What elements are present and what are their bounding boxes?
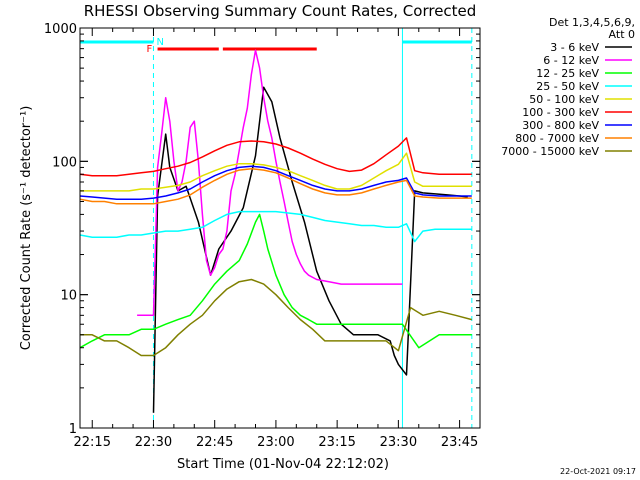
series-line-4 [80, 152, 472, 192]
legend-label-5: 100 - 300 keV [522, 106, 599, 119]
series-line-1 [137, 49, 403, 317]
legend-label-7: 800 - 7000 keV [515, 132, 599, 145]
series-line-3 [79, 210, 472, 243]
series-line-6 [79, 165, 472, 200]
series-line-8 [80, 278, 472, 357]
series-lines [79, 49, 472, 413]
series-line-7 [79, 167, 472, 205]
timestamp: 22-Oct-2021 09:17 [560, 467, 636, 476]
x-axis-label: Start Time (01-Nov-04 22:12:02) [177, 457, 389, 472]
plot-frame [79, 27, 481, 429]
x-tick-label-1: 22:30 [135, 435, 172, 450]
y-tick-label-1: 10 [60, 289, 77, 304]
x-tick-label-0: 22:15 [74, 435, 111, 450]
legend-label-6: 300 - 800 keV [522, 119, 599, 132]
legend-label-2: 12 - 25 keV [536, 67, 599, 80]
legend-label-1: 6 - 12 keV [543, 54, 599, 67]
series-line-0 [152, 86, 468, 413]
attenuator-label: Att 0 [609, 28, 635, 41]
y-tick-label-3: 1000 [44, 22, 77, 37]
x-tick-label-4: 23:15 [318, 435, 355, 450]
x-tick-label-5: 23:30 [380, 435, 417, 450]
chart-title: RHESSI Observing Summary Count Rates, Co… [84, 2, 477, 20]
y-tick-label-0: 1 [69, 422, 77, 437]
x-tick-label-3: 23:00 [257, 435, 294, 450]
x-tick-label-2: 22:45 [196, 435, 233, 450]
y-axis: 1 10 100 1000 [44, 22, 480, 437]
legend-label-3: 25 - 50 keV [536, 80, 599, 93]
legend-label-8: 7000 - 15000 keV [501, 145, 599, 158]
legend-label-0: 3 - 6 keV [550, 41, 599, 54]
detectors-label: Det 1,3,4,5,6,9, [549, 16, 635, 29]
x-tick-label-6: 23:45 [441, 435, 478, 450]
y-axis-label: Corrected Count Rate (s⁻¹ detector⁻¹) [19, 106, 34, 351]
x-axis: 22:15 22:30 22:45 23:00 23:15 23:30 23:45 [74, 28, 481, 450]
series-line-5 [79, 137, 472, 177]
flag-f: F [147, 44, 153, 55]
legend-label-4: 50 - 100 keV [529, 93, 599, 106]
series-line-2 [79, 213, 472, 349]
y-tick-label-2: 100 [52, 155, 77, 170]
flag-n: N [156, 37, 163, 48]
